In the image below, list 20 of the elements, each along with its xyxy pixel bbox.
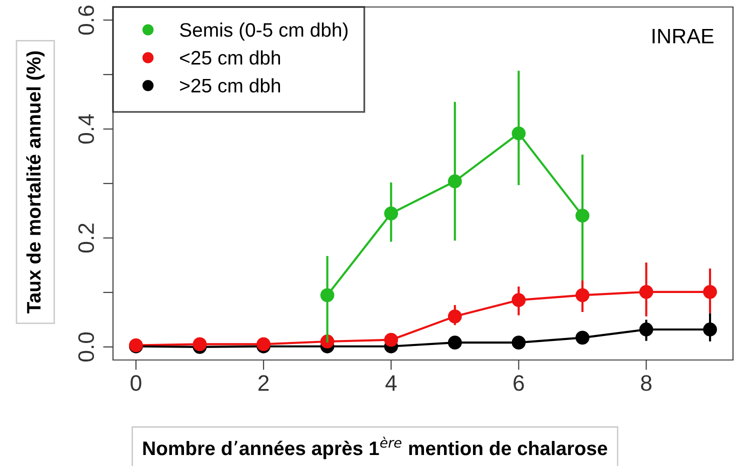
point [192, 337, 207, 352]
y-axis-title: Taux de mortalité annuel (%) [26, 51, 45, 314]
point [448, 336, 462, 350]
y-tick-label: 0.2 [78, 224, 94, 253]
point [576, 330, 590, 345]
y-tick-label: 0.4 [78, 114, 94, 144]
y-tick-label: 0.6 [78, 6, 94, 35]
legend-label: <25 cm dbh [180, 50, 280, 65]
x-tick-label: 4 [385, 375, 397, 391]
y-tick-label: 0.0 [78, 332, 94, 362]
x-axis-title: Nombre d’années après 1$^{ère}$ mention de chalarose [143, 436, 608, 460]
legend-label: >25 cm dbh [180, 78, 280, 93]
annotation: INRAE [652, 28, 714, 44]
point [384, 332, 398, 347]
legend-label: Semis (0-5 cm dbh) [180, 22, 348, 41]
x-tick-label: 2 [258, 375, 269, 391]
x-tick-label: 6 [514, 375, 524, 391]
x-tick-label: 0 [130, 375, 142, 391]
x-tick-label: 8 [641, 375, 652, 391]
point [512, 336, 526, 350]
